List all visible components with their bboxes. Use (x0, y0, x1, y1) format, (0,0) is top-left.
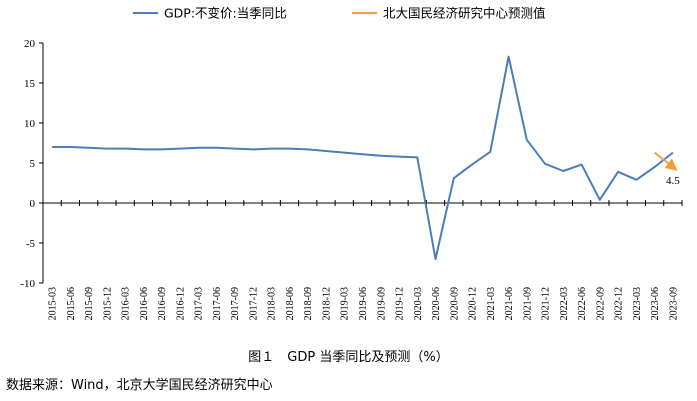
x-tick-label: 2020-06 (431, 287, 442, 320)
x-tick-label: 2018-03 (267, 287, 278, 320)
x-tick-label: 2017-03 (194, 287, 205, 320)
x-tick-label: 2021-09 (522, 287, 533, 320)
x-tick-label: 2015-06 (66, 287, 77, 320)
y-tick-label: 5 (30, 158, 36, 170)
series-line-1 (52, 55, 674, 260)
x-tick-label: 2022-03 (559, 287, 570, 320)
x-tick-label: 2020-09 (449, 287, 460, 320)
y-tick-label: -5 (26, 238, 36, 250)
x-tick-label: 2019-06 (358, 287, 369, 320)
x-tick-label: 2017-06 (212, 287, 223, 320)
x-tick-label: 2020-03 (413, 287, 424, 320)
gdp-line-chart: GDP:不变价:当季同比 北大国民经济研究中心预测值 -10-505101520 … (20, 6, 683, 320)
y-tick-label: 15 (24, 78, 36, 90)
x-tick-label: 2021-12 (541, 287, 552, 320)
y-axis: -10 -5 0 5 10 15 20 (20, 38, 44, 290)
x-axis: 2015-03 2015-06 2015-09 2015-12 2016-03 2016-… (42, 200, 683, 320)
x-tick-label: 2017-09 (230, 287, 241, 320)
x-tick-label: 2016-03 (121, 287, 132, 320)
x-tick-label: 2022-06 (577, 287, 588, 320)
x-tick-label: 2019-03 (340, 287, 351, 320)
series-lines (52, 55, 678, 260)
x-tick-label: 2017-12 (248, 287, 259, 320)
y-tick-label: 0 (30, 198, 36, 210)
y-tick-label: 10 (24, 118, 36, 130)
data-labels: 4.5 (666, 175, 680, 187)
x-tick-label: 2015-09 (84, 287, 95, 320)
y-tick-label: 20 (24, 38, 36, 50)
series-line-2 (653, 151, 678, 171)
x-tick-label: 2023-09 (668, 287, 679, 320)
figure-caption: 图１ GDP 当季同比及预测（%） (248, 350, 449, 365)
x-tick-label: 2018-12 (321, 287, 332, 320)
x-tick-label: 2016-06 (139, 287, 150, 320)
x-tick-label: 2019-09 (376, 287, 387, 320)
x-tick-label: 2018-06 (285, 287, 296, 320)
x-tick-label: 2020-12 (468, 287, 479, 320)
x-tick-label: 2023-06 (650, 287, 661, 320)
x-tick-label: 2018-09 (303, 287, 314, 320)
x-tick-label: 2016-09 (157, 287, 168, 320)
x-tick-label: 2023-03 (632, 287, 643, 320)
y-tick-label: -10 (20, 278, 35, 290)
x-tick-label: 2015-12 (102, 287, 113, 320)
x-tick-label: 2022-09 (595, 287, 606, 320)
data-source-note: 数据来源：Wind，北京大学国民经济研究中心 (6, 378, 273, 393)
x-tick-label: 2021-03 (486, 287, 497, 320)
x-tick-label: 2016-12 (175, 287, 186, 320)
x-tick-label: 2022-12 (614, 287, 625, 320)
x-tick-label: 2015-03 (48, 287, 59, 320)
data-label: 4.5 (666, 175, 680, 187)
legend-label-2: 北大国民经济研究中心预测值 (383, 6, 546, 21)
x-tick-label: 2019-12 (395, 287, 406, 320)
legend-label-1: GDP:不变价:当季同比 (164, 6, 287, 21)
x-tick-label: 2021-06 (504, 287, 515, 320)
legend: GDP:不变价:当季同比 北大国民经济研究中心预测值 (133, 6, 546, 21)
